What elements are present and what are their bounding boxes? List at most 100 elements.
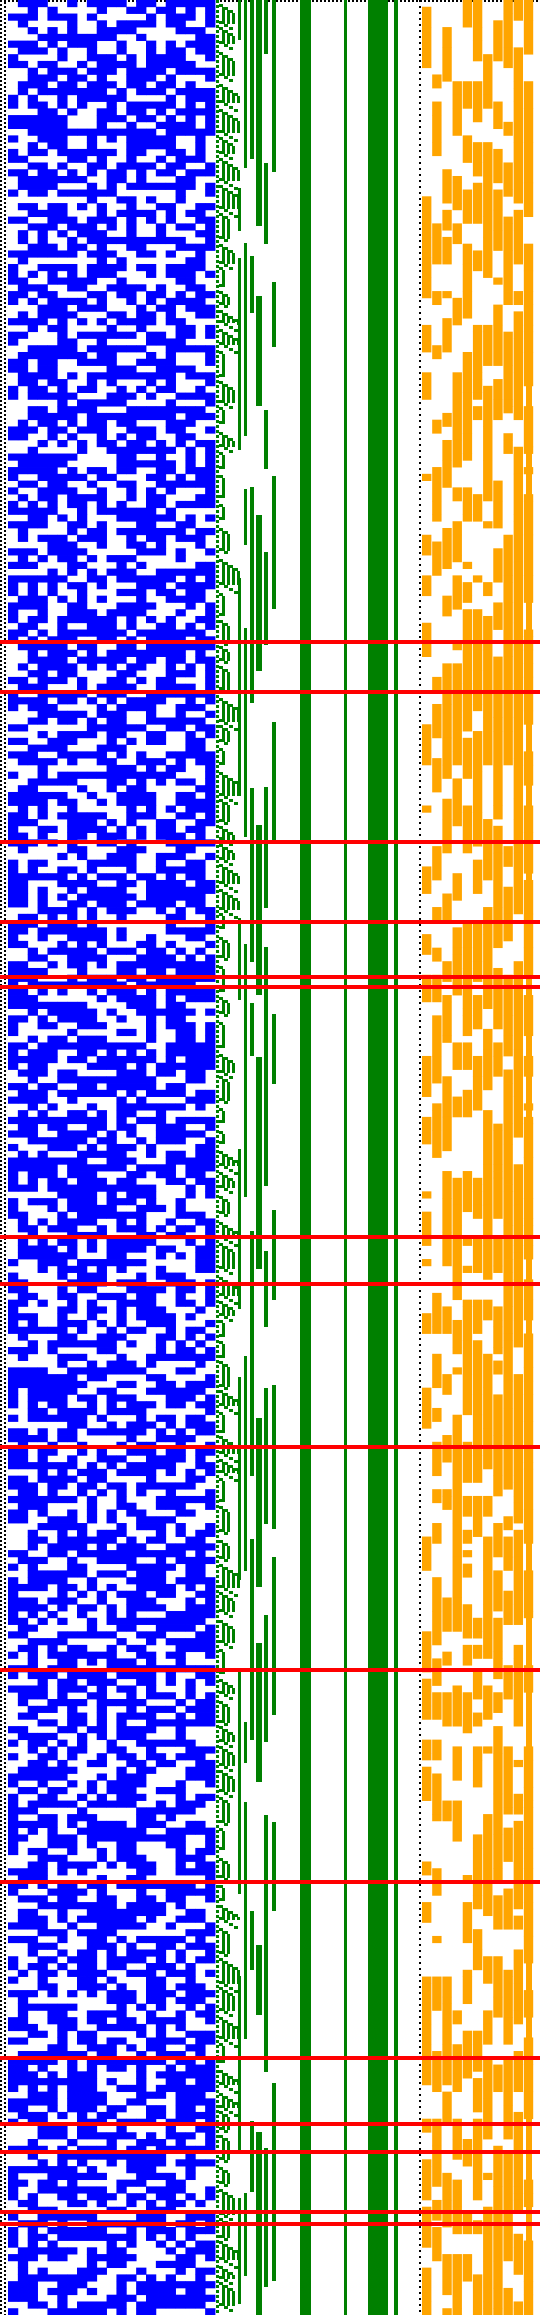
blue-bit-cell — [77, 548, 88, 556]
blue-bit-cell — [116, 27, 127, 35]
dotted-border-dot — [4, 222, 6, 224]
blue-bit-cell — [17, 1604, 29, 1612]
blue-bit-cell — [77, 1286, 88, 1294]
dotted-border-dot — [4, 586, 6, 588]
blue-bit-cell — [27, 1401, 38, 1409]
dotted-border-dot — [4, 826, 6, 828]
dotted-border-dot — [0, 2092, 2, 2094]
blue-bit-cell — [86, 1204, 98, 1213]
blue-bit-cell — [126, 1428, 137, 1436]
dotted-border-dot — [0, 1900, 2, 1902]
blue-bit-cell — [57, 216, 68, 224]
blue-bit-cell — [8, 1380, 19, 1389]
blue-bit-cell — [17, 453, 29, 461]
blue-bit-cell — [106, 1617, 117, 1625]
blue-bit-cell — [106, 1245, 117, 1253]
blue-bit-cell — [185, 643, 196, 651]
blue-bit-cell — [106, 1658, 117, 1666]
dotted-border-dot — [440, 0, 442, 2]
blue-bit-cell — [57, 1428, 68, 1436]
dotted-border-dot — [0, 948, 2, 950]
blue-bit-cell — [126, 1699, 137, 1707]
dotted-separator-dot — [419, 1800, 421, 1802]
dotted-border-dot — [0, 1068, 2, 1070]
blue-bit-cell — [37, 900, 48, 908]
blue-bit-cell — [205, 1137, 216, 1145]
blue-bit-cell — [116, 1245, 127, 1253]
blue-bit-cell — [37, 419, 48, 427]
blue-bit-cell — [155, 385, 167, 393]
dotted-border-dot — [4, 278, 6, 280]
blue-bit-cell — [185, 927, 196, 935]
blue-bit-cell — [195, 1455, 206, 1463]
blue-bit-cell — [155, 1536, 167, 1544]
blue-bit-cell — [17, 873, 29, 881]
blue-bit-cell — [96, 1590, 107, 1598]
dotted-separator-dot — [419, 2196, 421, 2198]
blue-bit-cell — [27, 1462, 38, 1470]
blue-bit-cell — [185, 6, 196, 14]
blue-bit-cell — [116, 209, 127, 218]
blue-bit-cell — [205, 615, 216, 624]
dotted-border-dot — [4, 1510, 6, 1512]
blue-bit-cell — [57, 575, 68, 583]
blue-bit-cell — [146, 1577, 157, 1585]
blue-bit-cell — [47, 277, 58, 285]
dotted-separator-dot — [419, 180, 421, 182]
dotted-border-dot — [0, 1216, 2, 1218]
blue-bit-cell — [17, 1726, 29, 1734]
dotted-border-dot — [4, 606, 6, 608]
blue-bit-cell — [165, 1468, 176, 1477]
blue-bit-cell — [205, 670, 216, 678]
blue-bit-cell — [37, 731, 48, 739]
blue-bit-cell — [146, 60, 157, 69]
dotted-border-dot — [4, 1998, 6, 2000]
blue-bit-cell — [175, 1272, 186, 1280]
dotted-border-dot — [4, 1290, 6, 1292]
blue-bit-cell — [86, 1583, 98, 1592]
blue-bit-cell — [146, 162, 157, 170]
blue-bit-cell — [96, 1719, 107, 1727]
blue-bit-cell — [195, 1143, 206, 1152]
blue-bit-cell — [195, 40, 206, 48]
blue-bit-cell — [77, 74, 88, 82]
blue-bit-cell — [136, 1042, 147, 1050]
blue-bit-cell — [136, 1421, 147, 1429]
blue-bit-cell — [106, 1455, 117, 1463]
blue-bit-cell — [17, 40, 29, 48]
blue-bit-cell — [165, 1394, 176, 1402]
dotted-border-dot — [4, 1962, 6, 1964]
dotted-separator-dot — [419, 522, 421, 524]
dotted-separator-dot — [419, 810, 421, 812]
blue-bit-cell — [116, 175, 127, 184]
blue-bit-cell — [116, 1380, 127, 1389]
blue-bit-cell — [175, 798, 186, 806]
blue-bit-cell — [126, 1502, 137, 1510]
dotted-separator-dot — [419, 504, 421, 506]
blue-bit-cell — [47, 13, 58, 21]
dotted-border-dot — [0, 332, 2, 334]
blue-bit-cell — [205, 1523, 216, 1531]
dotted-border-dot — [4, 214, 6, 216]
dotted-separator-dot — [419, 2100, 421, 2102]
blue-bit-cell — [27, 1543, 38, 1551]
blue-bit-cell — [67, 1678, 78, 1686]
blue-bit-cell — [8, 873, 19, 881]
dotted-separator-dot — [419, 2226, 421, 2228]
dotted-border-dot — [0, 2064, 2, 2066]
dotted-border-dot — [4, 1926, 6, 1928]
blue-bit-cell — [96, 1177, 107, 1185]
blue-bit-cell — [185, 575, 196, 583]
blue-bit-cell — [195, 825, 206, 833]
blue-bit-cell — [195, 1096, 206, 1104]
dotted-border-dot — [0, 1028, 2, 1030]
dotted-border-dot — [4, 2218, 6, 2220]
blue-bit-cell — [77, 1035, 88, 1043]
blue-bit-cell — [8, 798, 19, 806]
blue-bit-cell — [195, 1590, 206, 1598]
blue-bit-cell — [175, 1658, 186, 1666]
dotted-border-dot — [0, 2032, 2, 2034]
blue-bit-cell — [37, 236, 48, 245]
dotted-border-dot — [0, 1980, 2, 1982]
dotted-border-dot — [432, 0, 434, 2]
